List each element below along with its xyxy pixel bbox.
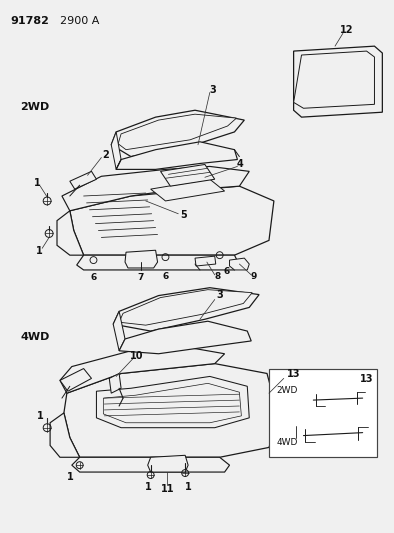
Polygon shape bbox=[111, 132, 121, 169]
Text: 1: 1 bbox=[36, 246, 43, 256]
Text: 91782: 91782 bbox=[11, 15, 50, 26]
Polygon shape bbox=[294, 46, 382, 117]
Text: 2900 A: 2900 A bbox=[60, 15, 99, 26]
Polygon shape bbox=[50, 413, 80, 457]
Text: 10: 10 bbox=[130, 351, 143, 361]
Text: 6: 6 bbox=[90, 273, 97, 282]
Polygon shape bbox=[70, 186, 274, 255]
Text: 1: 1 bbox=[37, 411, 44, 421]
Polygon shape bbox=[77, 255, 240, 270]
Polygon shape bbox=[113, 288, 259, 331]
Text: 4WD: 4WD bbox=[20, 332, 50, 342]
Text: 1: 1 bbox=[185, 482, 191, 492]
Polygon shape bbox=[57, 211, 84, 255]
Text: 2WD: 2WD bbox=[277, 386, 298, 395]
Polygon shape bbox=[294, 51, 374, 108]
Text: 1: 1 bbox=[67, 472, 73, 482]
Text: 8: 8 bbox=[215, 272, 221, 281]
Text: 13: 13 bbox=[287, 369, 300, 379]
Bar bbox=[269, 368, 377, 457]
Polygon shape bbox=[119, 289, 252, 325]
Polygon shape bbox=[109, 374, 121, 393]
Polygon shape bbox=[116, 142, 238, 169]
Text: 4WD: 4WD bbox=[277, 439, 298, 447]
Polygon shape bbox=[62, 166, 249, 211]
Polygon shape bbox=[97, 376, 249, 427]
Polygon shape bbox=[60, 368, 91, 391]
Text: 11: 11 bbox=[161, 484, 174, 494]
Text: 1: 1 bbox=[34, 178, 41, 188]
Text: 3: 3 bbox=[209, 85, 216, 94]
Polygon shape bbox=[103, 383, 242, 423]
Text: 6: 6 bbox=[223, 268, 230, 277]
Polygon shape bbox=[64, 364, 279, 457]
Polygon shape bbox=[70, 172, 97, 189]
Polygon shape bbox=[160, 165, 215, 186]
Polygon shape bbox=[148, 455, 188, 472]
Text: 13: 13 bbox=[360, 375, 374, 384]
Polygon shape bbox=[119, 321, 251, 354]
Polygon shape bbox=[151, 179, 225, 201]
Polygon shape bbox=[125, 250, 158, 268]
Text: 3: 3 bbox=[216, 289, 223, 300]
Polygon shape bbox=[72, 457, 230, 472]
Text: 7: 7 bbox=[138, 273, 144, 282]
Text: 6: 6 bbox=[162, 272, 169, 281]
Polygon shape bbox=[118, 114, 236, 150]
Polygon shape bbox=[111, 110, 244, 157]
Text: 5: 5 bbox=[180, 210, 187, 220]
Text: 12: 12 bbox=[340, 26, 353, 35]
Text: 9: 9 bbox=[251, 272, 257, 281]
Text: 1: 1 bbox=[145, 482, 152, 492]
Text: 4: 4 bbox=[237, 159, 244, 169]
Text: 2WD: 2WD bbox=[20, 102, 50, 112]
Text: 2: 2 bbox=[102, 150, 109, 159]
Polygon shape bbox=[195, 256, 216, 266]
Polygon shape bbox=[230, 258, 249, 270]
Polygon shape bbox=[113, 311, 125, 351]
Polygon shape bbox=[60, 347, 225, 393]
